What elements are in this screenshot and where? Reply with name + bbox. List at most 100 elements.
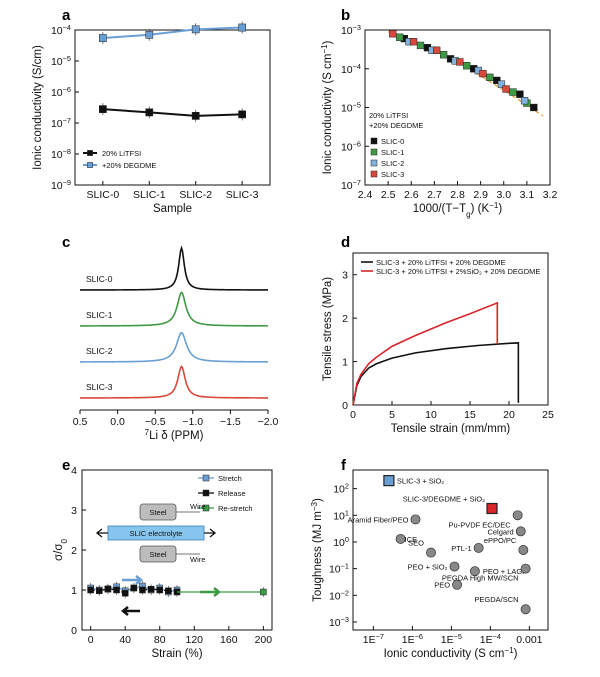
panel-label-c: c [62, 234, 70, 251]
panel-c-spectrum [79, 245, 269, 291]
panel-e-point [130, 584, 138, 592]
panel-b-point [396, 33, 404, 41]
panel-f-ytick-label: 10−2 [329, 588, 349, 603]
panel-e-inset-left-arrow [95, 528, 108, 538]
panel-a-ytick-label: 10−4 [51, 23, 71, 38]
panel-f-point [452, 579, 463, 590]
panel-d-ylabel: Tensile stress (MPa) [322, 277, 334, 381]
panel-a-point [99, 34, 107, 42]
panel-f-xlabel: Ionic conductivity (S cm−1) [384, 646, 518, 661]
panel-f-point-label: PTL-1 [451, 544, 471, 553]
panel-a-ytick-label: 10−7 [51, 116, 71, 131]
panel-a-xtick-label: SLIC-3 [226, 189, 259, 201]
panel-e-legend-marker [202, 504, 210, 512]
panel-b-legend-marker [370, 159, 378, 167]
panel-e-point [156, 586, 163, 594]
panel-b-xtick-label: 2.4 [358, 189, 373, 201]
panel-b-point [456, 58, 464, 66]
panel-f-ytick-label: 10−1 [329, 561, 349, 576]
panel-a-series-line [102, 26, 243, 40]
panel-b-xlabel: 1000/(T−Tg) (K−1) [413, 201, 503, 219]
panel-e-xtick-label: 120 [186, 634, 204, 646]
panel-f-point [395, 533, 406, 544]
panel-b-point [433, 46, 441, 54]
panel-b-point [389, 30, 397, 38]
panel-e-legend-label: Re-stretch [218, 504, 253, 513]
panel-f-point [520, 604, 531, 615]
panel-c-xtick-label: −2.0 [258, 416, 279, 428]
panel-b-ytick-label: 10−6 [341, 139, 361, 154]
panel-f-point-label: Pu-PVDF EC/DEC [449, 520, 512, 529]
panel-b-legend-marker [370, 170, 378, 178]
panel-a-legend-label: 20% LiTFSI [102, 149, 141, 158]
panel-e-electrolyte-label: SLIC electrolyte [130, 529, 183, 538]
panel-f-frame [352, 469, 549, 631]
panel-f-point-label: Celgard [487, 527, 513, 536]
panel-e-ytick-label: 3 [71, 505, 77, 517]
panel-e-inset-right-arrow [204, 528, 217, 538]
panel-e-ytick-label: 1 [71, 585, 77, 597]
panel-a-legend-label: +20% DEGDME [102, 161, 156, 170]
panel-c-xtick-label: −1.0 [182, 416, 203, 428]
panel-d-xtick-label: 25 [542, 409, 554, 421]
panel-f-point-label: PEO [434, 581, 450, 590]
panel-b-legend-title: 20% LiTFSI [369, 111, 408, 120]
panel-a-point [191, 112, 200, 120]
panel-f-point [469, 566, 480, 577]
panel-b-point [520, 97, 529, 105]
panel-label-b: b [341, 7, 350, 24]
panel-e-xtick-label: 0 [88, 634, 94, 646]
panel-d-frame [352, 252, 549, 406]
panel-e-legend-label: Stretch [218, 474, 242, 483]
panel-f-xtick-label: 1E−7 [363, 632, 384, 647]
panel-a-ylabel: Ionic conductivity (S/cm) [32, 45, 44, 170]
panel-f-xtick-label: 1E−5 [441, 632, 462, 647]
panel-f-point-label: PEGDA High MW/SCN [442, 574, 519, 583]
panel-a-point [145, 108, 154, 117]
panel-f-point-label: SLIC-3/DEGDME + SiO₂ [403, 494, 485, 503]
panel-f-xtick-label: 1E−4 [480, 632, 501, 647]
panel-b-legend-marker [370, 137, 378, 145]
panel-b-point [516, 90, 524, 98]
panel-d-legend-label: SLIC-3 + 20% LiTFSI + 2%SiO₂ + 20% DEGDM… [376, 267, 540, 276]
panel-f-point-label: Aramid Fiber/PEO [348, 515, 409, 524]
panel-e-point [113, 586, 120, 594]
panel-b-legend-title: +20% DEGDME [369, 121, 423, 130]
panel-b-point [486, 73, 494, 81]
panel-e-stretch-arrow [122, 575, 144, 585]
panel-f-point [515, 526, 526, 537]
panel-b-ytick-label: 10−5 [341, 100, 361, 115]
panel-label-a: a [62, 7, 71, 24]
panel-a-ytick-label: 10−5 [51, 54, 71, 69]
panel-e-point [96, 587, 103, 595]
panel-a-point [238, 23, 246, 32]
panel-f-xtick-label: 0.001 [516, 634, 542, 646]
panel-a-ytick-label: 10−6 [51, 85, 71, 100]
panel-c-series-label: SLIC-2 [86, 346, 113, 356]
panel-f-point [410, 514, 421, 525]
panel-e-xtick-label: 200 [255, 634, 273, 646]
panel-e-restretch-arrow [200, 587, 222, 597]
panel-d-xtick-label: 5 [389, 409, 395, 421]
panel-b-point [497, 80, 506, 88]
panel-e-xtick-label: 160 [220, 634, 238, 646]
panel-a-xtick-label: SLIC-0 [87, 189, 120, 201]
panel-c-xtick-label: 0.5 [73, 416, 88, 428]
panel-e-steel-top-label: Steel [149, 508, 166, 517]
panel-e-wire-top-label: Wire [190, 502, 205, 511]
panel-b-legend-label: SLIC-1 [381, 148, 404, 157]
panel-a-series-line [102, 108, 243, 117]
panel-c-xlabel: 7Li δ (PPM) [145, 428, 204, 443]
panel-f-ytick-label: 100 [333, 534, 349, 549]
panel-a-xtick-label: SLIC-1 [133, 189, 166, 201]
panel-a-legend-marker [87, 150, 93, 156]
panel-e-point [147, 585, 155, 593]
panel-b-ytick-label: 10−3 [341, 23, 361, 38]
panel-f-ytick-label: 10−3 [329, 614, 349, 629]
panel-b-ylabel: Ionic conductivity (S cm−1) [320, 40, 335, 174]
panel-f-ytick-label: 102 [333, 481, 349, 496]
panel-b-point [502, 85, 510, 93]
panel-b-point [439, 51, 448, 59]
panel-f-point [473, 542, 484, 553]
